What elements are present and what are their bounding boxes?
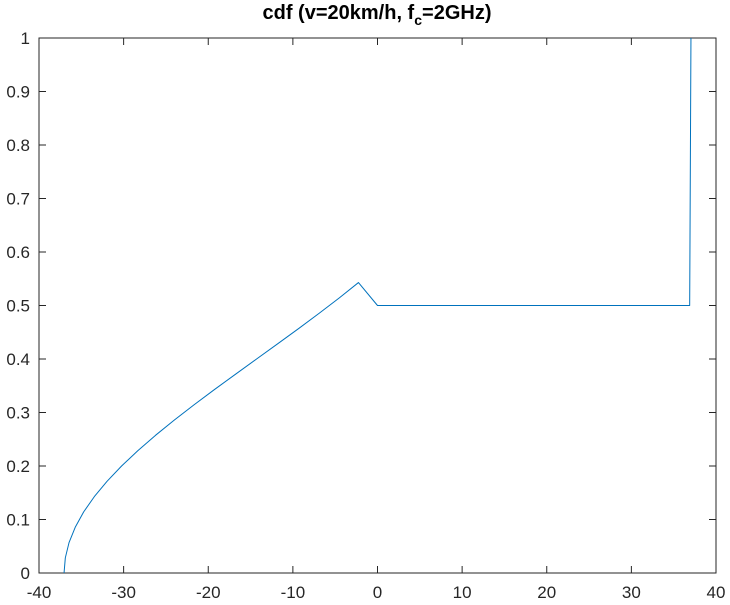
x-tick-label: 30 xyxy=(622,583,641,602)
y-axis-ticks: 0 0.1 0.2 0.3 0.4 0.5 0.6 0.7 0.8 0.9 1 xyxy=(6,29,716,583)
x-tick-label: -20 xyxy=(196,583,221,602)
x-tick-label: -10 xyxy=(281,583,306,602)
y-tick-label: 0.9 xyxy=(6,83,30,102)
x-tick-label: 20 xyxy=(537,583,556,602)
x-tick-label: 0 xyxy=(373,583,382,602)
y-tick-label: 1 xyxy=(21,29,30,48)
x-tick-label: -30 xyxy=(111,583,136,602)
y-tick-label: 0.7 xyxy=(6,190,30,209)
y-tick-label: 0.1 xyxy=(6,511,30,530)
y-tick-label: 0 xyxy=(21,564,30,583)
chart-title-prefix: cdf (v=20km/h, f xyxy=(263,2,415,24)
y-tick-label: 0.8 xyxy=(6,136,30,155)
x-tick-label: -40 xyxy=(27,583,52,602)
chart-title-subscript: c xyxy=(414,12,422,28)
plot-area: -40 -30 -20 -10 0 10 20 30 40 0 0.1 0.2 0.3 0.4 0.5 0.… xyxy=(6,29,725,602)
y-tick-label: 0.4 xyxy=(6,350,30,369)
cdf-line xyxy=(63,37,692,574)
chart-title: cdf (v=20km/h, fc=2GHz) xyxy=(263,2,492,28)
y-tick-label: 0.6 xyxy=(6,243,30,262)
series-layer xyxy=(63,37,692,574)
y-tick-label: 0.3 xyxy=(6,404,30,423)
chart-title-suffix: =2GHz) xyxy=(422,2,491,24)
x-tick-label: 10 xyxy=(453,583,472,602)
y-tick-label: 0.2 xyxy=(6,457,30,476)
y-tick-label: 0.5 xyxy=(6,297,30,316)
x-axis-ticks: -40 -30 -20 -10 0 10 20 30 40 xyxy=(27,38,726,602)
x-tick-label: 40 xyxy=(707,583,726,602)
